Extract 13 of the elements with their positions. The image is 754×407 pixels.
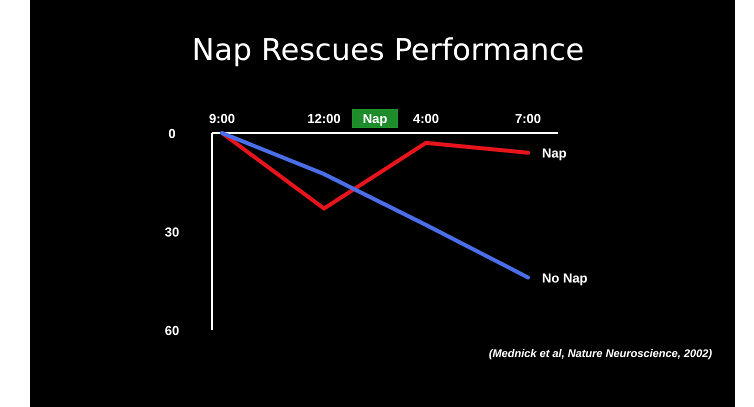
- x-tick-label: 12:00: [307, 111, 341, 126]
- series-label: Nap: [542, 146, 567, 161]
- x-tick-label: 7:00: [514, 111, 542, 126]
- y-tick-label: 0: [168, 126, 176, 141]
- x-tick-label: 9:00: [208, 111, 236, 126]
- series-label: No Nap: [542, 270, 588, 286]
- y-tick-label: 60: [164, 323, 180, 338]
- y-tick-label: 30: [164, 224, 180, 240]
- x-tick-label: 4:00: [412, 111, 440, 126]
- text: Nap: [362, 111, 388, 126]
- line-series: [220, 131, 530, 280]
- chart-title: Nap Rescues Performance: [192, 33, 584, 68]
- text: (Mednick et al, Nature Neuroscience, 2002): [488, 348, 712, 360]
